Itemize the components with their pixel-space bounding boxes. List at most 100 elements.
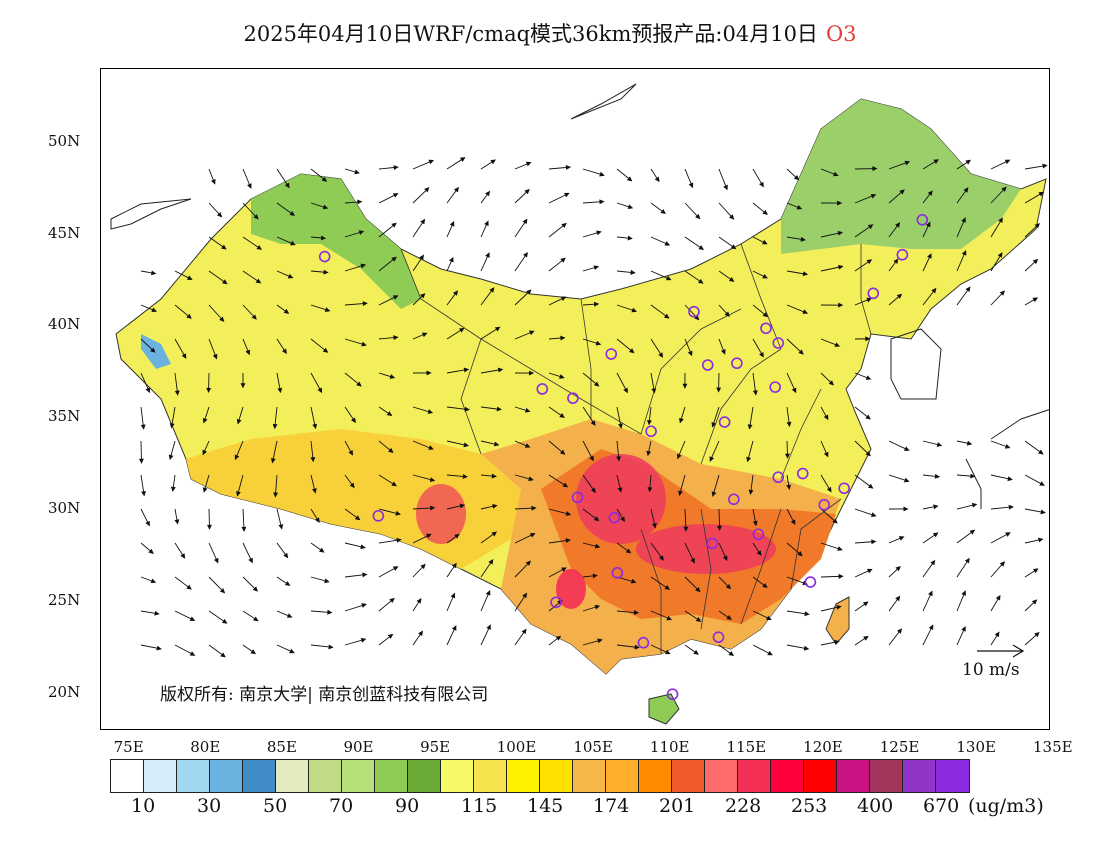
wind-vector-head (420, 293, 426, 299)
wind-vector-head (828, 380, 835, 386)
legend-tick: 50 (263, 795, 288, 817)
wind-vector-head (784, 453, 790, 459)
wind-vector-head (322, 204, 329, 210)
city-marker (769, 381, 781, 393)
wind-vector-head (428, 159, 435, 165)
wind-vector-head (688, 182, 694, 189)
wind-vector-head (633, 610, 640, 615)
wind-vector-head (747, 424, 753, 430)
legend-swatch (342, 760, 375, 792)
wind-vector-head (565, 538, 571, 544)
wind-vector-head (725, 583, 732, 590)
wind-vector-head (961, 250, 967, 256)
wind-vector-head (593, 301, 600, 307)
legend-swatch (936, 760, 969, 792)
wind-vector-head (995, 594, 1001, 601)
wind-vector-head (428, 445, 434, 450)
wind-vector-head (523, 251, 528, 258)
legend-swatch (804, 760, 837, 792)
wind-vector-head (716, 387, 722, 393)
wind-vector-head (961, 625, 966, 632)
wind-vector-head (865, 375, 872, 380)
wind-vector-head (965, 286, 971, 292)
wind-vector-head (170, 486, 176, 492)
map-frame[interactable] (100, 68, 1050, 730)
wind-vector-head (717, 525, 722, 531)
wind-vector-head (933, 159, 940, 164)
wind-vector-head (560, 296, 567, 302)
wind-vector-head (999, 290, 1005, 296)
wind-vector-head (866, 568, 873, 574)
wind-vector-head (323, 269, 329, 275)
wind-vector-head (930, 559, 936, 566)
wind-vector-head (286, 613, 293, 618)
legend-swatch (507, 760, 540, 792)
map-canvas (110, 83, 1049, 725)
wind-vector-head (396, 537, 402, 543)
wind-vector-head (321, 176, 328, 182)
wind-vector-head (560, 257, 566, 263)
wind-vector-head (141, 491, 146, 497)
city-marker (728, 493, 740, 506)
legend-tick: 228 (725, 795, 762, 817)
wind-vector-head (289, 211, 296, 216)
wind-vector-head (971, 502, 978, 508)
longitude-label: 80E (190, 738, 221, 756)
wind-vector-head (348, 450, 353, 456)
latitude-label: 45N (48, 223, 81, 242)
wind-vector-head (698, 278, 704, 284)
wind-vector-head (823, 414, 829, 421)
wind-vector-head (270, 458, 276, 464)
wind-vector-head (395, 510, 401, 516)
wind-vector-head (682, 383, 688, 389)
wind-vector-head (627, 235, 633, 241)
wind-vector-head (862, 601, 869, 607)
wind-vector-head (933, 504, 939, 510)
city-marker (760, 322, 772, 335)
wind-vector-head (838, 302, 844, 308)
wind-vector-head (559, 413, 565, 418)
wind-vector-head (462, 473, 468, 479)
legend-swatch (408, 760, 441, 792)
wind-vector-head (627, 204, 634, 210)
wind-vector-head (654, 176, 660, 183)
wind-vector-head (524, 188, 530, 195)
wind-vector-head (220, 652, 226, 658)
wind-vector-head (216, 212, 223, 218)
color-legend (110, 759, 970, 793)
wind-vector-head (486, 624, 491, 630)
wind-vector-head (1004, 159, 1011, 165)
wind-vector-head (310, 456, 316, 463)
wind-vector-head (592, 573, 598, 579)
latitude-label: 40N (48, 315, 81, 334)
wind-vector-head (800, 236, 806, 242)
wind-vector-head (617, 487, 623, 493)
coastline-northwest (110, 198, 192, 230)
wind-vector-head (357, 199, 363, 205)
wind-vector-head (493, 441, 500, 447)
wind-vector-head (489, 287, 495, 293)
wind-vector-head (320, 235, 327, 241)
wind-vector-head (521, 628, 527, 635)
legend-tick: 400 (857, 795, 894, 817)
wind-vector-head (362, 572, 368, 578)
wind-vector-head (522, 592, 528, 599)
wind-vector-head (525, 560, 532, 566)
wind-vector-head (895, 595, 901, 602)
latitude-label: 35N (48, 407, 81, 426)
wind-vector-head (786, 484, 792, 491)
wind-vector-head (724, 311, 730, 317)
region-northeast-belt (781, 99, 1021, 254)
wind-vector-head (791, 387, 797, 394)
wind-vector-head (665, 275, 672, 281)
longitude-label: 100E (496, 738, 537, 756)
wind-vector-head (593, 265, 600, 271)
wind-vector-head (324, 578, 330, 584)
wind-vector-head (561, 567, 567, 572)
legend-swatch (837, 760, 870, 792)
wind-vector-head (189, 651, 196, 656)
wind-vector-head (565, 511, 572, 516)
wind-vector-head (832, 518, 838, 524)
wind-vector-head (928, 590, 933, 597)
wind-vector-head (219, 588, 226, 594)
